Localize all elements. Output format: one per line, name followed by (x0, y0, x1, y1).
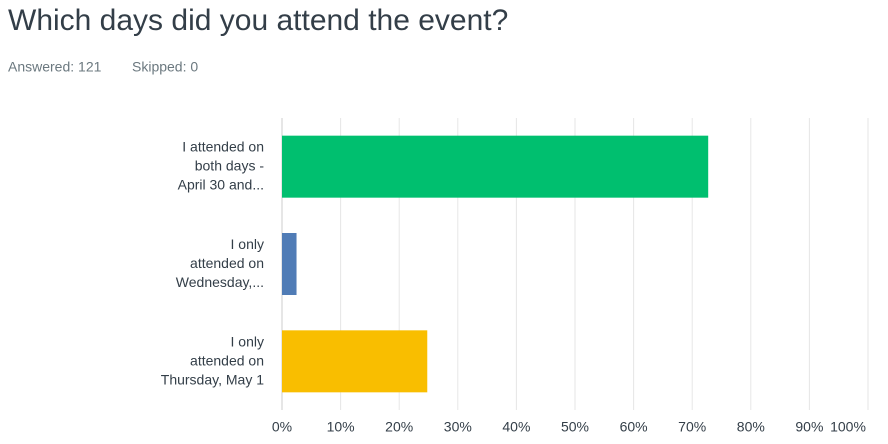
y-tick-label: I attended on both days -April 30 and... (178, 138, 265, 192)
bar (282, 233, 297, 295)
bar (282, 330, 428, 393)
x-tick-label: 10% (327, 419, 355, 435)
x-tick-label: 80% (737, 419, 765, 435)
bar (282, 135, 709, 198)
x-tick-label: 70% (678, 419, 706, 435)
answered-count: Answered: 121 (8, 59, 102, 75)
x-tick-label: 100% (830, 419, 866, 435)
x-tick-label: 50% (561, 419, 589, 435)
x-tick-label: 90% (795, 419, 823, 435)
x-tick-label: 40% (502, 419, 530, 435)
chart-title: Which days did you attend the event? (8, 4, 508, 37)
y-tick-label: I only attended on Wednesday,... (176, 236, 264, 290)
x-tick-label: 30% (444, 419, 472, 435)
x-tick-label: 0% (272, 419, 292, 435)
x-tick-label: 60% (620, 419, 648, 435)
skipped-count: Skipped: 0 (132, 59, 198, 75)
x-tick-label: 20% (385, 419, 413, 435)
y-tick-label: I only attended on Thursday, May 1 (161, 333, 264, 387)
